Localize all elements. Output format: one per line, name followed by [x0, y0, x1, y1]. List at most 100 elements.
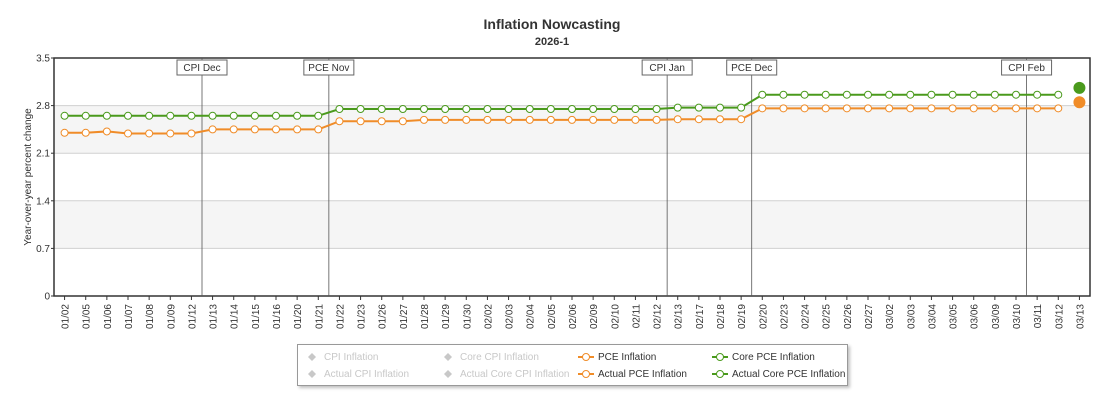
- core-pce-inflation-point: [1033, 90, 1042, 99]
- legend-item-pce-inflation[interactable]: PCE Inflation: [578, 350, 656, 364]
- core-pce-inflation-point: [948, 90, 957, 99]
- x-tick-label: 01/08: [145, 304, 156, 329]
- pce-inflation-point: [124, 129, 132, 138]
- pce-inflation-point: [102, 127, 111, 136]
- pce-inflation-point: [483, 115, 492, 124]
- pce-inflation-point: [673, 115, 682, 124]
- y-tick-label: 3.5: [36, 54, 50, 65]
- x-tick-label: 01/05: [82, 304, 93, 329]
- core-pce-inflation-point: [1054, 90, 1063, 99]
- core-pce-inflation-point: [610, 105, 619, 113]
- core-pce-inflation-point: [420, 105, 428, 113]
- x-tick-label: 03/10: [1012, 304, 1023, 329]
- x-tick-label: 03/06: [970, 304, 981, 329]
- y-tick-label: 2.8: [36, 101, 50, 112]
- pce-inflation-point: [314, 125, 323, 134]
- x-tick-label: 01/20: [293, 304, 304, 329]
- pce-inflation-point: [568, 115, 576, 124]
- pce-inflation-point: [652, 115, 661, 124]
- event-label: PCE Dec: [731, 63, 772, 74]
- x-tick-label: 02/10: [610, 304, 621, 329]
- core-pce-inflation-point: [441, 105, 450, 113]
- pce-inflation-point: [758, 104, 767, 113]
- pce-inflation-point: [272, 125, 280, 134]
- x-tick-label: 02/13: [674, 304, 685, 329]
- pce-inflation-point: [990, 104, 999, 113]
- core-pce-inflation-point: [525, 105, 534, 113]
- chart-legend: CPI Inflation Core CPI Inflation PCE Infla…: [297, 344, 848, 386]
- legend-item-core-cpi-inflation[interactable]: Core CPI Inflation: [440, 350, 539, 364]
- core-pce-inflation-point: [758, 90, 767, 99]
- x-tick-label: 01/09: [166, 304, 177, 329]
- pce-inflation-point: [293, 125, 302, 134]
- core-pce-inflation-point: [652, 105, 661, 113]
- pce-inflation-point: [610, 115, 619, 124]
- x-tick-label: 01/02: [61, 304, 72, 329]
- pce-inflation-point: [1033, 104, 1042, 113]
- core-pce-inflation-point: [779, 90, 788, 99]
- x-tick-label: 02/12: [653, 304, 664, 329]
- pce-inflation-point: [842, 104, 851, 113]
- legend-label: CPI Inflation: [324, 351, 379, 363]
- diamond-icon: [308, 353, 316, 361]
- legend-item-core-pce-inflation[interactable]: Core PCE Inflation: [712, 350, 815, 364]
- pce-inflation-point: [356, 117, 365, 126]
- core-pce-inflation-point: [1012, 90, 1020, 99]
- actual-core-pce-inflation-point: [1073, 81, 1086, 94]
- core-pce-inflation-point: [102, 111, 111, 120]
- x-tick-label: 03/09: [991, 304, 1002, 329]
- pce-inflation-point: [377, 117, 386, 126]
- x-tick-label: 02/17: [695, 304, 706, 329]
- legend-item-actual-core-cpi-inflation[interactable]: Actual Core CPI Inflation: [440, 367, 570, 381]
- legend-item-actual-cpi-inflation[interactable]: Actual CPI Inflation: [304, 367, 409, 381]
- legend-label: Actual Core CPI Inflation: [460, 368, 570, 380]
- legend-item-cpi-inflation[interactable]: CPI Inflation: [304, 350, 378, 364]
- event-label: PCE Nov: [308, 63, 349, 74]
- legend-item-actual-pce-inflation[interactable]: Actual PCE Inflation: [578, 367, 687, 381]
- actual-pce-inflation-point: [1073, 96, 1086, 109]
- x-tick-label: 03/05: [949, 304, 960, 329]
- x-tick-label: 03/11: [1033, 304, 1044, 329]
- event-label-box: [1001, 59, 1053, 76]
- x-tick-label: 01/30: [462, 304, 473, 329]
- pce-inflation-point: [694, 115, 703, 124]
- core-pce-inflation-point: [356, 105, 365, 113]
- event-label: CPI Feb: [1008, 63, 1045, 74]
- core-pce-inflation-point: [885, 90, 894, 99]
- pce-inflation-point: [462, 115, 471, 124]
- legend-label: Actual PCE Inflation: [598, 368, 687, 380]
- plot-band: [54, 200, 1090, 249]
- diamond-icon: [308, 370, 316, 378]
- pce-inflation-point: [906, 104, 915, 113]
- core-pce-inflation-point: [927, 90, 936, 99]
- chart-title: Inflation Nowcasting: [484, 16, 621, 32]
- x-tick-label: 01/27: [399, 304, 410, 329]
- x-tick-label: 02/11: [631, 304, 642, 329]
- y-tick-label: 1.4: [36, 196, 50, 207]
- core-pce-inflation-point: [990, 90, 999, 99]
- x-tick-label: 01/06: [103, 304, 114, 329]
- y-tick-label: 2.1: [36, 149, 50, 160]
- x-tick-label: 03/13: [1075, 304, 1086, 329]
- core-pce-inflation-point: [568, 105, 576, 113]
- legend-label: PCE Inflation: [598, 351, 657, 363]
- core-pce-inflation-point: [187, 111, 196, 120]
- pce-inflation-point: [589, 115, 598, 124]
- line-marker-icon: [578, 353, 594, 361]
- x-tick-label: 02/18: [716, 304, 727, 329]
- pce-inflation-point: [145, 129, 154, 138]
- pce-inflation-point: [420, 115, 428, 124]
- pce-inflation-point: [779, 104, 788, 113]
- pce-inflation-point: [525, 115, 534, 124]
- x-tick-label: 03/02: [885, 304, 896, 329]
- legend-item-actual-core-pce-inflation[interactable]: Actual Core PCE Inflation: [712, 367, 845, 381]
- pce-inflation-point: [1054, 104, 1063, 113]
- pce-inflation-point: [229, 125, 238, 134]
- pce-inflation-point: [250, 125, 259, 134]
- x-tick-label: 02/27: [864, 304, 875, 329]
- pce-inflation-point: [737, 115, 746, 124]
- x-tick-label: 02/20: [758, 304, 769, 329]
- core-pce-inflation-point: [462, 105, 471, 113]
- event-label-box: [641, 59, 693, 76]
- y-tick-label: 0.7: [36, 244, 50, 255]
